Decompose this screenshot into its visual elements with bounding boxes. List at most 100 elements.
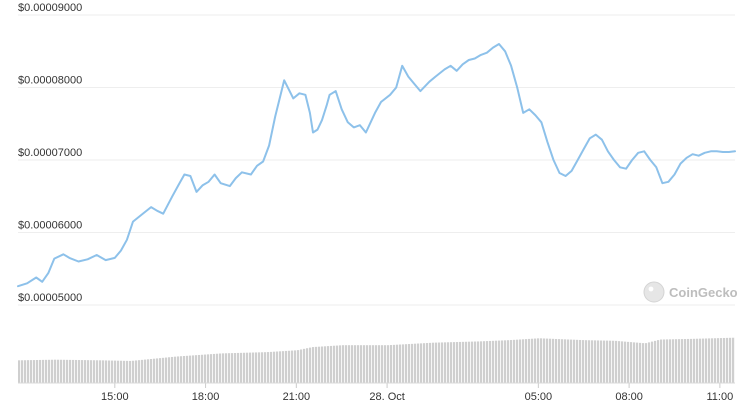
volume-bar [492,340,495,383]
volume-bar [300,349,303,383]
volume-bar [507,340,510,383]
y-tick-label: $0.00008000 [18,75,82,87]
volume-bar [612,340,615,383]
volume-bar [717,338,720,383]
volume-bar [528,338,531,383]
volume-bar [402,344,405,383]
volume-bar [213,353,216,383]
volume-bar [105,360,108,383]
volume-bar [456,342,459,383]
volume-bar [63,359,66,383]
volume-bar [441,342,444,383]
volume-bar [180,356,183,383]
volume-bar [552,338,555,383]
volume-bar [699,338,702,383]
volume-bar [720,338,723,383]
gecko-logo-eye-icon [648,286,654,292]
volume-bar [354,345,357,383]
volume-bar [297,350,300,383]
volume-bar [681,339,684,383]
volume-bar [408,344,411,383]
volume-bar [435,342,438,383]
volume-bar [162,357,165,383]
volume-bar [60,359,63,383]
volume-bar [96,360,99,383]
volume-bar [429,342,432,383]
volume-bar [315,346,318,383]
volume-bar [336,345,339,383]
volume-bar [66,359,69,383]
volume-bar [231,353,234,383]
volume-bar [630,342,633,383]
volume-bar [594,340,597,383]
volume-bar [663,339,666,383]
volume-bar [381,345,384,383]
volume-bar [498,340,501,383]
price-line [17,43,736,288]
volume-bar [246,352,249,383]
volume-bar [657,340,660,383]
volume-bar [366,345,369,383]
volume-bar [159,358,162,383]
volume-bar [417,343,420,383]
x-tick-label: 11:00 [707,391,734,403]
volume-bar [474,341,477,383]
volume-bar [201,354,204,383]
volume-bar [78,360,81,383]
volume-bar [147,359,150,383]
volume-bar [48,359,51,383]
volume-bar [291,350,294,383]
volume-bar [93,360,96,383]
volume-bar [573,339,576,383]
volume-bar [135,360,138,383]
volume-bar [651,341,654,383]
volume-bar [555,338,558,383]
volume-bar [513,339,516,383]
volume-bar [729,337,732,383]
volume-bar [702,338,705,383]
volume-bar [243,352,246,383]
volume-bars [18,337,735,383]
volume-bar [426,343,429,383]
volume-bar [726,337,729,383]
volume-bar [57,359,60,383]
volume-bar [369,345,372,383]
y-tick-label: $0.00009000 [18,2,82,14]
volume-bar [237,352,240,383]
volume-bar [306,348,309,383]
volume-bar [459,341,462,383]
volume-bar [108,360,111,383]
volume-bar [624,341,627,383]
volume-bar [666,339,669,383]
volume-bar [687,338,690,383]
volume-bar [399,344,402,383]
volume-bar [432,342,435,383]
volume-bar [264,352,267,383]
volume-bar [150,359,153,383]
volume-bar [351,345,354,383]
volume-bar [186,355,189,383]
volume-bar [684,339,687,383]
volume-bar [420,343,423,383]
volume-bar [30,360,33,383]
volume-bar [522,339,525,383]
volume-bar [384,345,387,383]
volume-bar [537,338,540,383]
volume-bar [633,342,636,383]
x-tick-label: 05:00 [525,391,553,403]
volume-bar [294,350,297,383]
volume-bar [423,343,426,383]
volume-bar [39,359,42,383]
volume-bar [339,345,342,383]
volume-bar [141,359,144,383]
volume-bar [156,358,159,383]
volume-bar [210,354,213,383]
gecko-logo-icon [643,281,665,303]
volume-bar [75,359,78,383]
volume-bar [450,342,453,383]
volume-bar [669,339,672,383]
volume-bar [183,356,186,383]
volume-bar [486,341,489,383]
volume-bar [678,339,681,383]
